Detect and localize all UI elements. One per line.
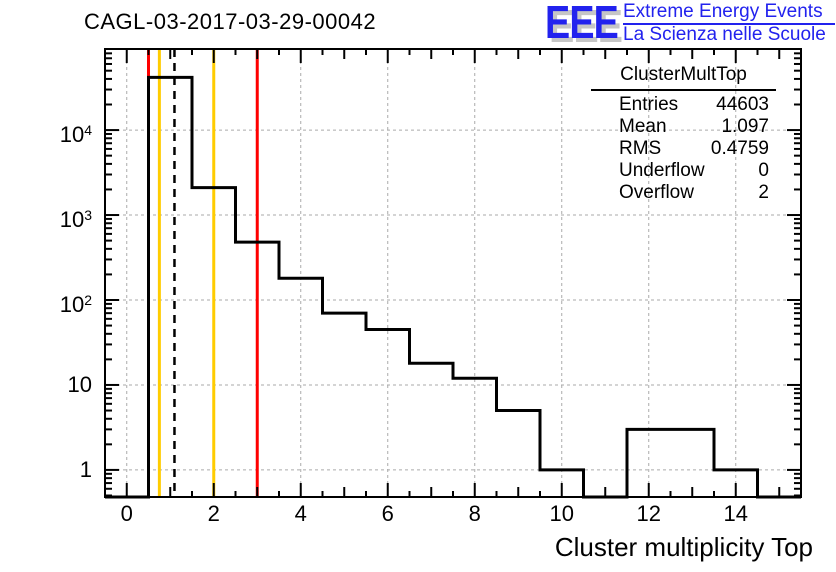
axis-ticks bbox=[105, 49, 801, 497]
x-axis-title: Cluster multiplicity Top bbox=[554, 532, 813, 562]
y-tick-label: 102 bbox=[59, 291, 92, 317]
stat-value: 2 bbox=[758, 182, 769, 203]
eee-logo-subtitles: Extreme Energy Events La Scienza nelle S… bbox=[623, 2, 835, 44]
stat-label: Mean bbox=[619, 116, 667, 137]
y-tick-label: 103 bbox=[59, 207, 92, 233]
y-tick-label: 104 bbox=[59, 122, 92, 148]
stat-value: 0 bbox=[758, 160, 769, 181]
stat-row: RMS 0.4759 bbox=[591, 138, 776, 160]
stat-row: Entries 44603 bbox=[591, 94, 776, 116]
eee-logo-subtitle-2: La Scienza nelle Scuole bbox=[623, 24, 826, 45]
x-tick-label: 2 bbox=[207, 501, 220, 526]
x-tick-label: 10 bbox=[549, 501, 574, 526]
x-tick-label: 4 bbox=[294, 501, 307, 526]
stat-row: Overflow 2 bbox=[591, 182, 776, 204]
stats-box-title: ClusterMultTop bbox=[591, 62, 776, 91]
histogram-step-line bbox=[105, 75, 801, 499]
stat-row: Underflow 0 bbox=[591, 160, 776, 182]
y-tick-label: 10 bbox=[67, 371, 92, 397]
marker-lines bbox=[147, 49, 259, 497]
stat-label: Overflow bbox=[619, 182, 694, 203]
stats-box: ClusterMultTop Entries 44603 Mean 1.097 RMS 0… bbox=[591, 62, 776, 204]
stat-label: RMS bbox=[619, 138, 662, 159]
plot-title: CAGL-03-2017-03-29-00042 bbox=[84, 9, 377, 34]
x-tick-label: 8 bbox=[468, 501, 481, 526]
stat-value: 44603 bbox=[716, 94, 769, 115]
stat-row: Mean 1.097 bbox=[591, 116, 776, 138]
x-tick-label: 14 bbox=[723, 501, 748, 526]
x-tick-label: 6 bbox=[381, 501, 394, 526]
eee-logo: EEE Extreme Energy Events La Scienza nel… bbox=[545, 0, 835, 45]
stats-box-rows: Entries 44603 Mean 1.097 RMS 0.4759 Underflow 0… bbox=[591, 94, 776, 204]
x-tick-label: 12 bbox=[636, 501, 661, 526]
stat-value: 0.4759 bbox=[710, 138, 769, 159]
x-tick-label: 0 bbox=[120, 501, 133, 526]
stat-label: Underflow bbox=[619, 160, 705, 181]
stat-label: Entries bbox=[619, 94, 679, 115]
y-tick-label: 1 bbox=[79, 456, 92, 482]
eee-logo-subtitle-1: Extreme Energy Events bbox=[623, 1, 823, 22]
stat-value: 1.097 bbox=[721, 116, 769, 137]
eee-logo-divider bbox=[623, 23, 835, 25]
